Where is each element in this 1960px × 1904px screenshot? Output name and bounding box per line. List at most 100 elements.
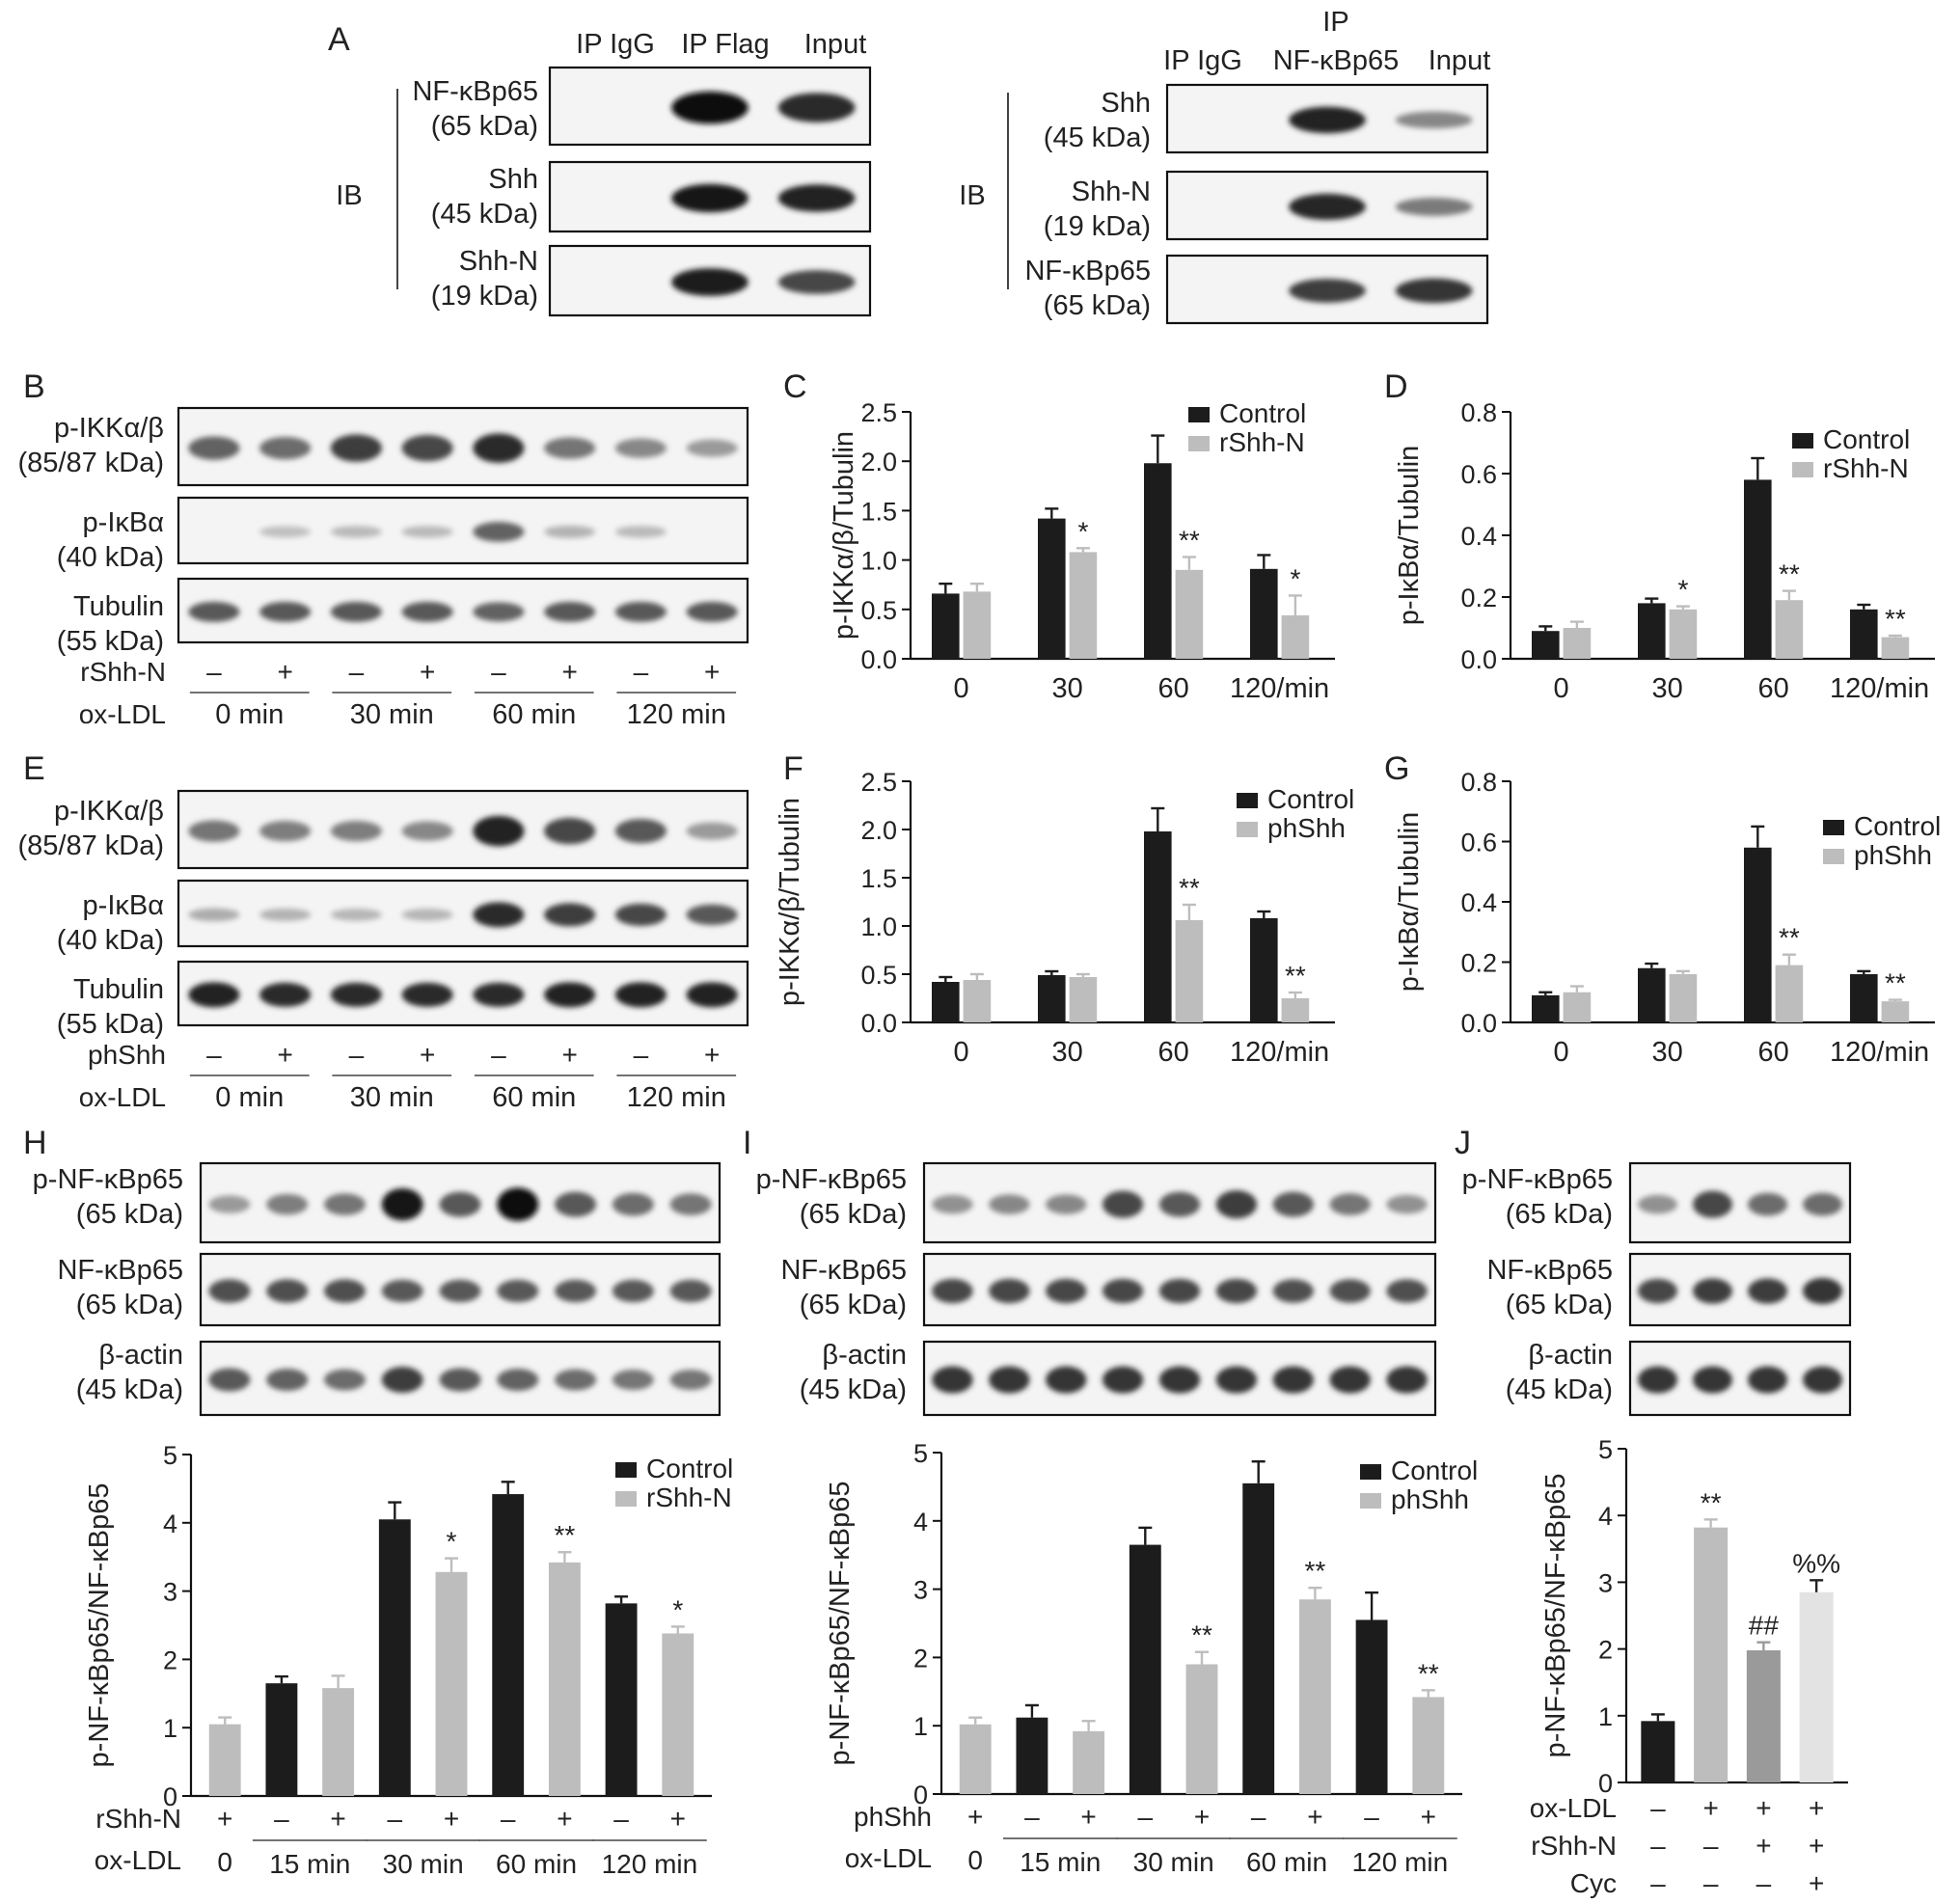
e-label-ikk-kda: (85/87 kDa)	[17, 830, 164, 861]
blot-band	[330, 821, 382, 842]
e-oxldl-label: ox-LDL	[79, 1082, 166, 1112]
chart-f-control-bar	[932, 982, 960, 1022]
blot-band	[1747, 1278, 1788, 1304]
chart-h-bar-2-bar	[322, 1688, 355, 1796]
chart-j-row-label: ox-LDL	[1530, 1793, 1617, 1823]
b-oxldl-label: ox-LDL	[79, 699, 166, 729]
b-label-ikk-kda: (85/87 kDa)	[17, 448, 164, 478]
b-sign: –	[491, 657, 506, 687]
chart-c-rshh-n-bar	[1281, 614, 1310, 659]
blot-band	[1637, 1278, 1678, 1304]
chart-i-row1-sign: +	[1307, 1802, 1322, 1832]
b-sign: +	[420, 657, 435, 687]
e-sign: –	[206, 1040, 222, 1070]
b-blot-tubulin	[177, 577, 749, 644]
chart-g-y-tick-label: 0.8	[1460, 768, 1497, 797]
chart-f-phshh-bar	[1281, 998, 1310, 1022]
b-time-0: 0 min	[215, 699, 284, 730]
chart-g-legend-label: Control	[1854, 811, 1941, 841]
chart-h-bar-3-bar	[378, 1519, 411, 1796]
chart-i-y-tick-label: 1	[913, 1712, 928, 1741]
chart-c-control-bar	[1038, 518, 1066, 659]
a-left-blot-shh	[548, 160, 872, 233]
chart-f-y-tick-label: 0.5	[860, 961, 897, 990]
chart-h-y-tick-label: 5	[163, 1441, 177, 1470]
chart-c-legend-label: Control	[1219, 398, 1306, 428]
blot-band	[1747, 1192, 1788, 1216]
chart-d-x-tick-label: 120/min	[1830, 673, 1929, 704]
chart-f-x-tick-label: 30	[1051, 1037, 1082, 1068]
b-sign: –	[349, 657, 365, 687]
a-right-label-shh-name: Shh	[1101, 88, 1151, 119]
a-right-header-nfkbp65: NF-κBp65	[1273, 45, 1400, 76]
blot-band	[669, 1279, 712, 1303]
b-label-ikba-name: p-IκBα	[83, 507, 164, 538]
blot-band	[1692, 1366, 1733, 1394]
h-blot-pnfkb	[199, 1161, 721, 1244]
chart-c-y-tick-label: 0.0	[860, 645, 897, 674]
chart-d-x-tick-label: 30	[1651, 673, 1682, 704]
chart-j-bar-3-significance-mark: %%	[1792, 1548, 1840, 1578]
panel-letter-J: J	[1455, 1125, 1471, 1161]
chart-j-row-sign: –	[1756, 1868, 1772, 1898]
blot-band	[932, 1194, 973, 1214]
panel-letter-A: A	[328, 21, 350, 58]
chart-h-row2-label: ox-LDL	[95, 1845, 181, 1875]
chart-g-control-bar	[1744, 847, 1772, 1022]
a-left-header-input: Input	[804, 29, 867, 60]
h-label-pnfkb-name: p-NF-κBp65	[33, 1164, 183, 1195]
blot-band	[473, 982, 525, 1007]
chart-h-y-tick-label: 1	[163, 1714, 177, 1743]
blot-band	[612, 1192, 654, 1216]
chart-h-legend-swatch	[615, 1491, 637, 1507]
blot-band	[612, 1369, 654, 1391]
chart-j-bar-1-significance-mark: **	[1701, 1487, 1722, 1517]
chart-j-row-sign: +	[1809, 1831, 1824, 1861]
e-blot-ikk	[177, 789, 749, 870]
blot-band	[1692, 1278, 1733, 1304]
blot-band	[1289, 193, 1366, 221]
j-label-nfkb-kda: (65 kDa)	[1506, 1290, 1613, 1320]
chart-i-bar-8-significance-mark: **	[1418, 1658, 1439, 1688]
chart-d-rshh-n-bar	[1775, 600, 1804, 659]
blot-band	[330, 434, 382, 462]
panel-letter-B: B	[23, 368, 45, 405]
h-label-nfkb-kda: (65 kDa)	[76, 1290, 183, 1320]
chart-d-legend-label: Control	[1823, 424, 1910, 454]
b-time-3: 120 min	[627, 699, 726, 730]
blot-band	[669, 1369, 712, 1391]
chart-j-row-sign: –	[1650, 1868, 1666, 1898]
e-label-ikk-name: p-IKKα/β	[54, 796, 164, 827]
chart-d-control-bar	[1744, 479, 1772, 659]
a-right-label-shh-kda: (45 kDa)	[1044, 122, 1151, 153]
chart-d-legend-label: rShh-N	[1823, 453, 1909, 483]
chart-h-bar-7-bar	[605, 1603, 638, 1796]
chart-i-bar-5-bar	[1242, 1482, 1275, 1794]
chart-f-y-tick-label: 2.5	[860, 768, 897, 797]
a-right-label-nfkbp65-kda: (65 kDa)	[1044, 290, 1151, 321]
blot-band	[686, 439, 738, 457]
b-sign: –	[206, 657, 222, 687]
i-label-nfkb-kda: (65 kDa)	[800, 1290, 907, 1320]
blot-band	[1158, 1366, 1201, 1394]
blot-band	[614, 438, 667, 458]
chart-c-y-tick-label: 2.0	[860, 448, 897, 476]
chart-f-control-bar	[1038, 975, 1066, 1022]
chart-i-legend-label: Control	[1391, 1455, 1478, 1485]
blot-band	[323, 1193, 366, 1215]
b-time-2: 60 min	[492, 699, 576, 730]
chart-j-bar-1-bar	[1694, 1527, 1729, 1782]
chart-i-legend-label: phShh	[1391, 1484, 1469, 1514]
chart-g-x-tick-label: 0	[1554, 1037, 1569, 1068]
chart-d-control-bar	[1850, 609, 1878, 659]
a-left-header-ipflag: IP Flag	[681, 29, 769, 60]
blot-band	[497, 1187, 539, 1221]
chart-h-y-tick-label: 4	[163, 1510, 177, 1538]
blot-band	[612, 1279, 654, 1303]
chart-d-legend-swatch	[1792, 433, 1813, 449]
blot-band	[1102, 1278, 1144, 1304]
blot-band	[439, 1368, 481, 1392]
e-label-ikba-name: p-IκBα	[83, 890, 164, 921]
a-right-ib-label: IB	[959, 180, 985, 211]
blot-band	[401, 909, 453, 921]
